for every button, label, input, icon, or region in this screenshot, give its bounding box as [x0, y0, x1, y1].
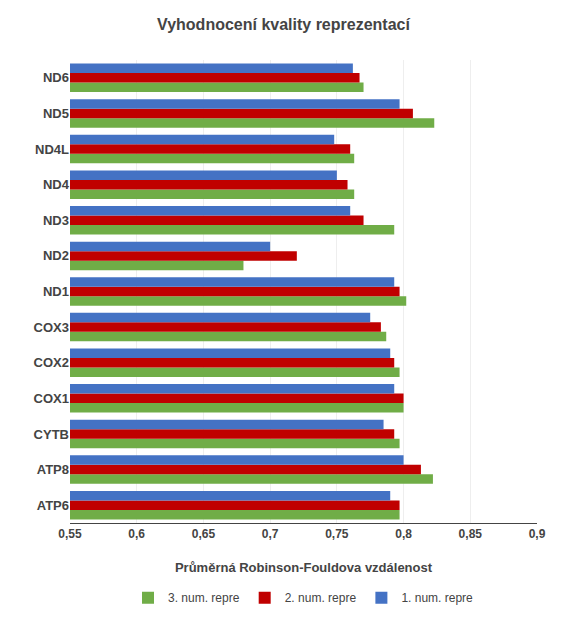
- svg-text:ND5: ND5: [43, 106, 69, 121]
- svg-text:ND1: ND1: [43, 284, 69, 299]
- svg-text:0,8: 0,8: [395, 527, 412, 541]
- svg-text:ND4L: ND4L: [35, 142, 69, 157]
- svg-text:2. num. repre: 2. num. repre: [285, 591, 357, 605]
- svg-text:Vyhodnocení kvality reprezenta: Vyhodnocení kvality reprezentací: [157, 16, 410, 33]
- svg-text:0,65: 0,65: [192, 527, 216, 541]
- svg-text:CYTB: CYTB: [34, 427, 69, 442]
- svg-text:ND3: ND3: [43, 213, 69, 228]
- svg-text:0,75: 0,75: [325, 527, 349, 541]
- svg-text:ND2: ND2: [43, 248, 69, 263]
- svg-text:0,55: 0,55: [58, 527, 82, 541]
- svg-text:ND6: ND6: [43, 70, 69, 85]
- svg-text:0,7: 0,7: [262, 527, 279, 541]
- svg-text:ND4: ND4: [43, 177, 70, 192]
- svg-text:0,85: 0,85: [459, 527, 483, 541]
- svg-text:1. num. repre: 1. num. repre: [401, 591, 473, 605]
- svg-text:ATP6: ATP6: [37, 498, 69, 513]
- svg-text:COX2: COX2: [34, 355, 69, 370]
- svg-text:ATP8: ATP8: [37, 462, 69, 477]
- svg-text:0,6: 0,6: [128, 527, 145, 541]
- svg-text:3. num. repre: 3. num. repre: [168, 591, 240, 605]
- svg-text:Průměrná Robinson-Fouldova vzd: Průměrná Robinson-Fouldova vzdálenost: [175, 560, 433, 575]
- svg-text:0,9: 0,9: [529, 527, 546, 541]
- svg-text:COX1: COX1: [34, 391, 69, 406]
- svg-text:COX3: COX3: [34, 320, 69, 335]
